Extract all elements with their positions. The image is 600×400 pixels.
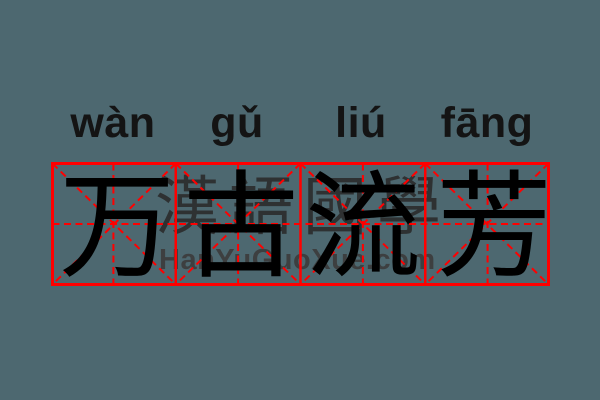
pinyin-syllable: fāng <box>440 99 534 147</box>
pinyin-syllable: liú <box>335 99 387 147</box>
idiom-character: 流 <box>305 160 421 295</box>
watermark-url-text: HanYuGuoXue.com <box>159 244 436 276</box>
idiom-character: 芳 <box>436 160 552 295</box>
mizige-grid <box>51 162 550 286</box>
idiom-character: 万 <box>59 160 175 295</box>
pinyin-syllable: wàn <box>70 99 156 147</box>
watermark-brand-text: 漢語國學 <box>155 171 451 245</box>
idiom-character: 古 <box>183 160 299 295</box>
pinyin-syllable: gǔ <box>210 99 264 147</box>
